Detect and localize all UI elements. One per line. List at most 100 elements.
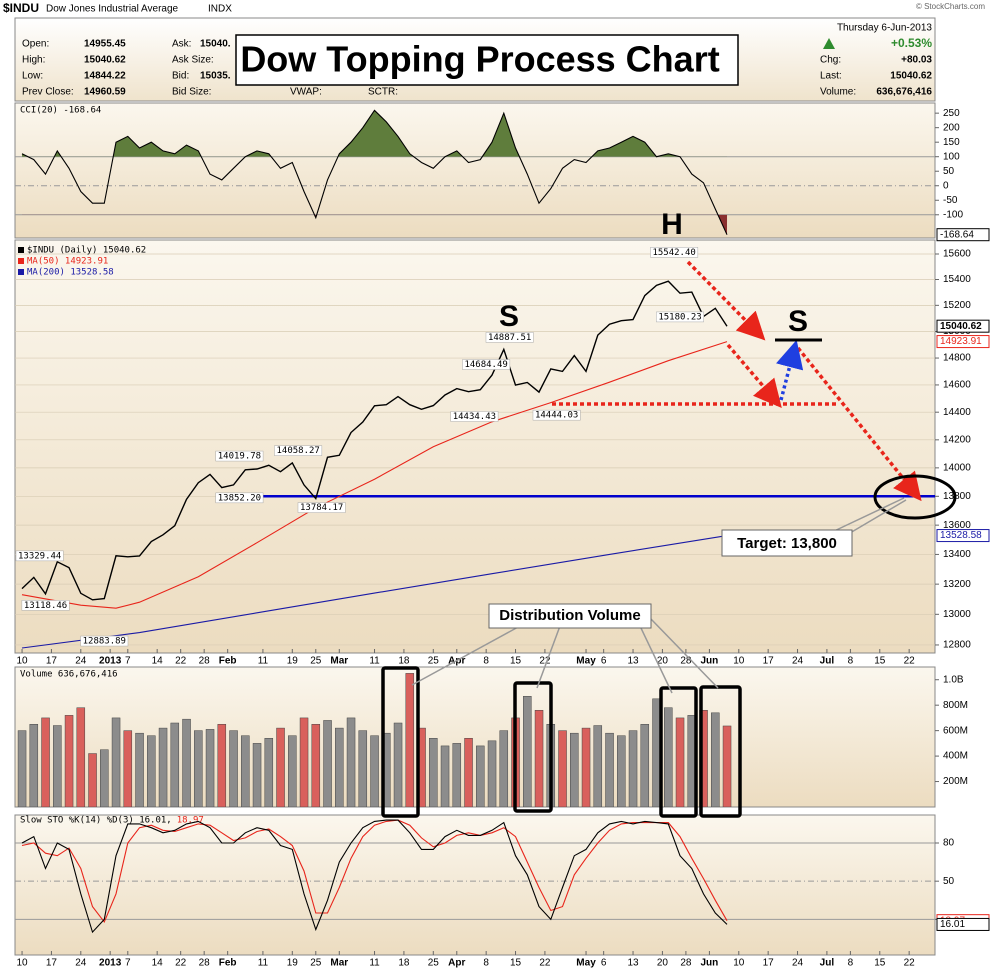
plot-area: 13329.44 14019.78 14058.27 14684.49 14887.51… xyxy=(15,247,728,649)
annotation-shape xyxy=(536,625,561,689)
y-tick-label: 0 xyxy=(943,180,949,191)
x-tick-label: 20 xyxy=(657,656,669,667)
volume-bar xyxy=(288,735,297,807)
volume-bar xyxy=(452,743,462,807)
stat-label: Bid Size: xyxy=(172,87,211,98)
price-label: 13852.20 xyxy=(218,493,261,503)
x-tick-label: 7 xyxy=(125,958,131,969)
volume-bar xyxy=(476,745,485,807)
price-label: 13118.46 xyxy=(24,601,67,611)
volume-bar xyxy=(158,727,168,807)
x-tick-label: 18 xyxy=(398,958,410,969)
panel-background xyxy=(14,666,936,808)
stat-label: Ask: xyxy=(172,39,191,50)
annotation-shape xyxy=(849,499,907,534)
annotation-shape xyxy=(639,625,673,694)
annotation-shape xyxy=(411,625,521,686)
volume-bar xyxy=(393,722,403,807)
x-tick-label: 22 xyxy=(175,656,187,667)
x-tick-label: 14 xyxy=(152,958,164,969)
legend-entry: $INDU (Daily) 15040.62 xyxy=(27,246,146,256)
volume-bar xyxy=(252,743,262,807)
x-tick-label: Jun xyxy=(701,656,719,667)
last-value: 15040.62 xyxy=(940,321,982,332)
price-label: 14434.43 xyxy=(453,412,496,422)
price-label-box xyxy=(15,550,64,562)
volume-bar xyxy=(311,724,321,807)
x-tick-label: 28 xyxy=(199,656,211,667)
x-tick-label: 7 xyxy=(125,656,131,667)
y-tick-label: 600M xyxy=(943,725,968,736)
x-tick-label: 22 xyxy=(539,656,551,667)
y-tick-label: 13000 xyxy=(943,609,971,620)
stat-label: High: xyxy=(22,55,45,66)
x-tick-label: 24 xyxy=(75,958,87,969)
x-tick-label: 8 xyxy=(848,958,854,969)
volume-bar xyxy=(194,730,203,807)
volume-bar xyxy=(617,735,626,807)
annotation-shape xyxy=(776,339,804,401)
x-tick-label: 6 xyxy=(601,958,607,969)
annotation-shape xyxy=(649,617,719,689)
annotation-shape xyxy=(488,603,652,629)
symbol-name: Dow Jones Industrial Average xyxy=(46,4,179,15)
y-tick-label: 1.0B xyxy=(943,674,964,685)
y-tick-label: 14600 xyxy=(943,380,971,391)
x-tick-label: 24 xyxy=(792,656,804,667)
price-label-box xyxy=(650,247,699,258)
x-tick-label: Feb xyxy=(219,958,237,969)
target-label: Target: 13,800 xyxy=(737,535,837,552)
x-tick-label: 24 xyxy=(75,656,87,667)
volume-bar xyxy=(76,707,86,807)
panel: 12800 13000 13200 13400 13600 13800 14000 14200… xyxy=(15,246,990,651)
annotation-shape xyxy=(873,474,957,520)
x-tick-label: 22 xyxy=(175,958,187,969)
plot-area xyxy=(21,819,728,934)
stat-label: Low: xyxy=(22,71,43,82)
x-tick-label: 11 xyxy=(258,656,269,667)
price-label-box xyxy=(215,492,264,504)
volume-bar xyxy=(346,717,356,807)
y-tick-label: 13400 xyxy=(943,549,971,560)
price-label-box xyxy=(532,409,581,421)
y-tick-label: 15600 xyxy=(943,249,971,260)
volume-bar xyxy=(570,732,579,807)
volume-bar xyxy=(335,727,344,807)
last-value-box xyxy=(936,917,990,931)
x-tick-label: 22 xyxy=(539,958,551,969)
last-value-box xyxy=(936,529,990,543)
volume-bar xyxy=(464,738,473,807)
y-tick-label: 14800 xyxy=(943,353,971,364)
x-tick-label: 28 xyxy=(199,958,211,969)
stat-label: VWAP: xyxy=(290,87,322,98)
y-tick-label: 200 xyxy=(943,122,960,133)
pattern-letter: S xyxy=(788,305,808,338)
stat-label: Bid: xyxy=(172,71,189,82)
legend-entry: MA(50) 14923.91 xyxy=(27,257,108,267)
volume-bar xyxy=(358,730,368,807)
volume-bar xyxy=(41,717,50,807)
pattern-letter: S xyxy=(499,300,519,333)
x-tick-label: 17 xyxy=(763,958,775,969)
price-label-box xyxy=(21,600,70,611)
price-label-box xyxy=(215,450,264,462)
y-tick-label: 13800 xyxy=(943,491,971,502)
x-tick-label: May xyxy=(576,656,596,667)
x-tick-label: Jul xyxy=(820,958,835,969)
x-tick-label: 14 xyxy=(152,656,164,667)
volume-bar xyxy=(405,673,415,807)
annotation-shape xyxy=(686,260,766,341)
y-tick-label: 50 xyxy=(943,166,955,177)
x-tick-label: 13 xyxy=(627,958,639,969)
stat-value: 14955.45 xyxy=(84,39,126,50)
y-tick-label: 15400 xyxy=(943,274,971,285)
stat-value: +80.03 xyxy=(901,55,932,66)
y-tick-label: 14200 xyxy=(943,434,971,445)
volume-bar xyxy=(205,729,215,807)
x-tick-label: 15 xyxy=(510,958,522,969)
x-tick-label: 17 xyxy=(763,656,775,667)
volume-bar xyxy=(147,735,156,807)
volume-bar xyxy=(675,717,685,807)
legend-swatch xyxy=(18,247,24,253)
volume-bar xyxy=(323,720,332,807)
